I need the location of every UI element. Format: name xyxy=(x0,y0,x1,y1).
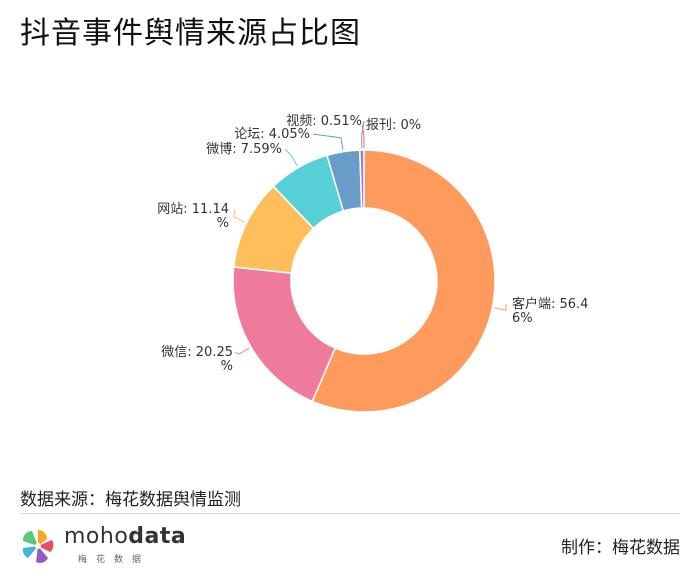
slice-label-6: 视频: 0.51% xyxy=(286,114,362,129)
slice-label-2: 微信: 20.25% xyxy=(161,345,233,374)
slice-label-5: 论坛: 4.05% xyxy=(234,127,310,142)
leader-line-3 xyxy=(233,208,245,223)
chart-title: 抖音事件舆情来源占比图 xyxy=(20,16,361,51)
logo-subtitle: 梅花数据 xyxy=(78,555,151,565)
slice-label-1: 客户端: 56.4 6% xyxy=(512,296,588,326)
leader-line-1 xyxy=(494,303,507,311)
maker-credit: 制作：梅花数据 xyxy=(561,538,680,558)
slice-1 xyxy=(311,149,496,413)
leader-line-6 xyxy=(361,120,365,149)
slice-label-7: 报刊: 0% xyxy=(366,118,421,133)
donut-chart: 客户端: 56.4 6% 微信: 20.25 % 网站: 11.14 % 微博: 7.59%… xyxy=(157,114,588,413)
slice-2 xyxy=(232,266,337,403)
leader-line-5 xyxy=(312,133,344,150)
data-source-note: 数据来源：梅花数据舆情监测 xyxy=(20,490,241,510)
slice-6 xyxy=(359,149,365,209)
leader-line-2 xyxy=(234,347,250,355)
leader-line-4 xyxy=(284,148,298,167)
logo-wordmark: mohodata xyxy=(64,524,187,549)
slice-label-3: 网站: 11.14% xyxy=(157,202,229,231)
pinwheel-logo-icon xyxy=(22,530,54,563)
divider xyxy=(20,513,680,514)
leader-line-7 xyxy=(361,124,365,148)
mohodata-logo: mohodata 梅花数据 xyxy=(20,522,186,568)
slice-label-4: 微博: 7.59% xyxy=(206,142,282,157)
